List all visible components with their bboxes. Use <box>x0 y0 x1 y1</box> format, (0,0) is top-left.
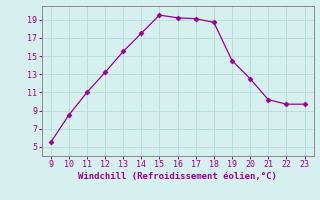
X-axis label: Windchill (Refroidissement éolien,°C): Windchill (Refroidissement éolien,°C) <box>78 172 277 181</box>
